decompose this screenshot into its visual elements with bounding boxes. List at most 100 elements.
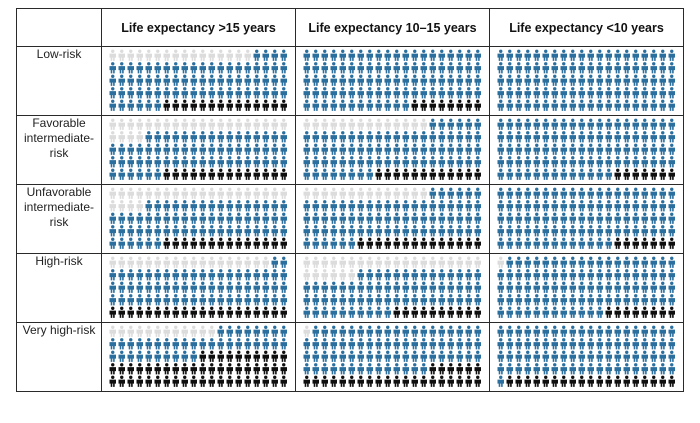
person-icon-blue xyxy=(384,200,391,212)
person-icon-grey xyxy=(271,187,278,199)
person-icon-blue xyxy=(497,49,504,61)
person-icon-grey xyxy=(330,256,337,268)
person-icon-blue xyxy=(614,118,621,130)
person-icon-grey xyxy=(339,256,346,268)
person-icon-blue xyxy=(623,187,630,199)
person-icon-blue xyxy=(614,338,621,350)
person-icon-blue xyxy=(560,87,567,99)
person-icon-blue xyxy=(366,62,373,74)
person-icon-blue xyxy=(393,62,400,74)
person-icon-blue xyxy=(280,87,287,99)
person-icon-black xyxy=(252,363,260,375)
person-icon-blue xyxy=(145,294,152,306)
person-icon-blue xyxy=(312,87,319,99)
person-icon-blue xyxy=(587,49,594,61)
person-icon-blue xyxy=(533,325,540,337)
person-icon-blue xyxy=(614,269,621,281)
person-icon-blue xyxy=(587,156,594,168)
person-icon-blue xyxy=(384,143,391,155)
person-icon-blue xyxy=(641,338,648,350)
person-icon-blue xyxy=(109,156,116,168)
person-icon-blue xyxy=(312,294,319,306)
person-icon-blue xyxy=(668,269,675,281)
person-icon-blue xyxy=(533,225,540,237)
person-icon-blue xyxy=(551,87,558,99)
person-icon-blue xyxy=(411,363,418,375)
person-icon-blue xyxy=(447,294,454,306)
person-icon-grey xyxy=(243,118,251,130)
person-icon-blue xyxy=(339,294,346,306)
person-icon-blue xyxy=(632,269,639,281)
person-icon-blue xyxy=(384,156,391,168)
person-icon-blue xyxy=(560,187,567,199)
person-icon-blue xyxy=(118,212,125,224)
person-icon-black xyxy=(199,237,206,249)
person-icon-black xyxy=(641,237,648,249)
person-icon-blue xyxy=(632,212,639,224)
person-icon-blue xyxy=(659,156,666,168)
person-icon-blue xyxy=(411,74,418,86)
person-icon-blue xyxy=(280,62,287,74)
person-icon-blue xyxy=(312,350,319,362)
person-icon-blue xyxy=(524,237,531,249)
person-icon-blue xyxy=(438,87,445,99)
person-icon-blue xyxy=(154,99,161,111)
person-icon-blue xyxy=(375,212,382,224)
person-icon-blue xyxy=(569,237,576,249)
person-icon-blue xyxy=(357,200,364,212)
person-icon-blue xyxy=(569,168,576,180)
person-icon-blue xyxy=(280,269,287,281)
person-icon-blue xyxy=(506,306,513,318)
person-icon-blue xyxy=(533,294,540,306)
icon-array-cell xyxy=(295,115,490,185)
person-icon-blue xyxy=(551,156,558,168)
person-icon-blue xyxy=(551,212,558,224)
person-icon-blue xyxy=(533,87,540,99)
person-icon-blue xyxy=(569,294,576,306)
person-icon-blue xyxy=(226,62,233,74)
person-icon-blue xyxy=(226,338,233,350)
person-icon-blue xyxy=(650,325,657,337)
person-icon-blue xyxy=(623,200,630,212)
person-icon-blue xyxy=(438,225,445,237)
person-icon-black xyxy=(190,168,197,180)
person-icon-blue xyxy=(650,200,657,212)
person-icon-blue xyxy=(506,187,513,199)
person-icon-blue xyxy=(447,225,454,237)
person-icon-blue xyxy=(497,143,504,155)
person-icon-blue xyxy=(596,62,603,74)
person-icon-black xyxy=(465,237,472,249)
person-icon-blue xyxy=(190,131,197,143)
person-icon-blue xyxy=(587,256,594,268)
person-icon-grey xyxy=(109,187,116,199)
person-icon-blue xyxy=(632,99,639,111)
person-icon-black xyxy=(393,306,400,318)
person-icon-blue xyxy=(321,49,328,61)
person-icon-blue xyxy=(339,49,346,61)
person-icon-blue xyxy=(596,325,603,337)
person-icon-blue xyxy=(339,225,346,237)
icon-array-cell xyxy=(101,46,296,116)
person-icon-blue xyxy=(375,281,382,293)
person-icon-blue xyxy=(497,237,504,249)
person-icon-blue xyxy=(375,325,382,337)
person-icon-blue xyxy=(252,49,260,61)
person-icon-blue xyxy=(271,256,278,268)
person-icon-blue xyxy=(109,62,116,74)
person-icon-grey xyxy=(339,187,346,199)
person-icon-blue xyxy=(524,338,531,350)
person-icon-grey xyxy=(375,118,382,130)
person-icon-blue xyxy=(506,325,513,337)
person-icon-blue xyxy=(551,143,558,155)
person-icon-grey xyxy=(145,256,152,268)
person-icon-blue xyxy=(569,325,576,337)
person-icon-blue xyxy=(605,87,612,99)
person-icon-blue xyxy=(234,87,242,99)
person-icon-blue xyxy=(533,118,540,130)
person-icon-blue xyxy=(497,281,504,293)
person-icon-grey xyxy=(127,131,134,143)
person-icon-blue xyxy=(384,212,391,224)
person-icon-blue xyxy=(587,87,594,99)
person-icon-black xyxy=(127,375,134,387)
person-icon-grey xyxy=(163,325,170,337)
